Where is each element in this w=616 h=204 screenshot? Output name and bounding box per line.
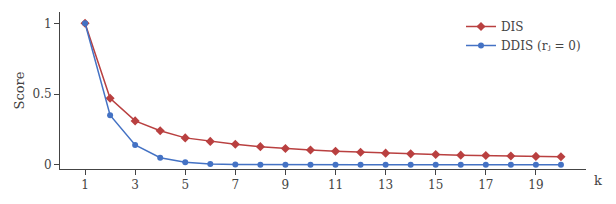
svg-text:1: 1 — [81, 178, 89, 192]
svg-text:9: 9 — [282, 178, 290, 192]
svg-text:3: 3 — [131, 178, 139, 192]
svg-text:19: 19 — [528, 178, 543, 192]
svg-text:DIS: DIS — [501, 20, 524, 34]
svg-text:1: 1 — [44, 17, 52, 31]
svg-text:17: 17 — [478, 178, 493, 192]
svg-text:k: k — [594, 173, 602, 188]
svg-text:15: 15 — [428, 178, 443, 192]
svg-text:11: 11 — [328, 178, 343, 192]
svg-text:7: 7 — [232, 178, 240, 192]
svg-text:0.5: 0.5 — [33, 87, 52, 101]
svg-text:0: 0 — [44, 158, 52, 172]
svg-text:5: 5 — [181, 178, 189, 192]
svg-text:13: 13 — [378, 178, 393, 192]
svg-text:DDIS (rⱼ = 0): DDIS (rⱼ = 0) — [501, 39, 581, 53]
svg-text:Score: Score — [12, 71, 27, 109]
